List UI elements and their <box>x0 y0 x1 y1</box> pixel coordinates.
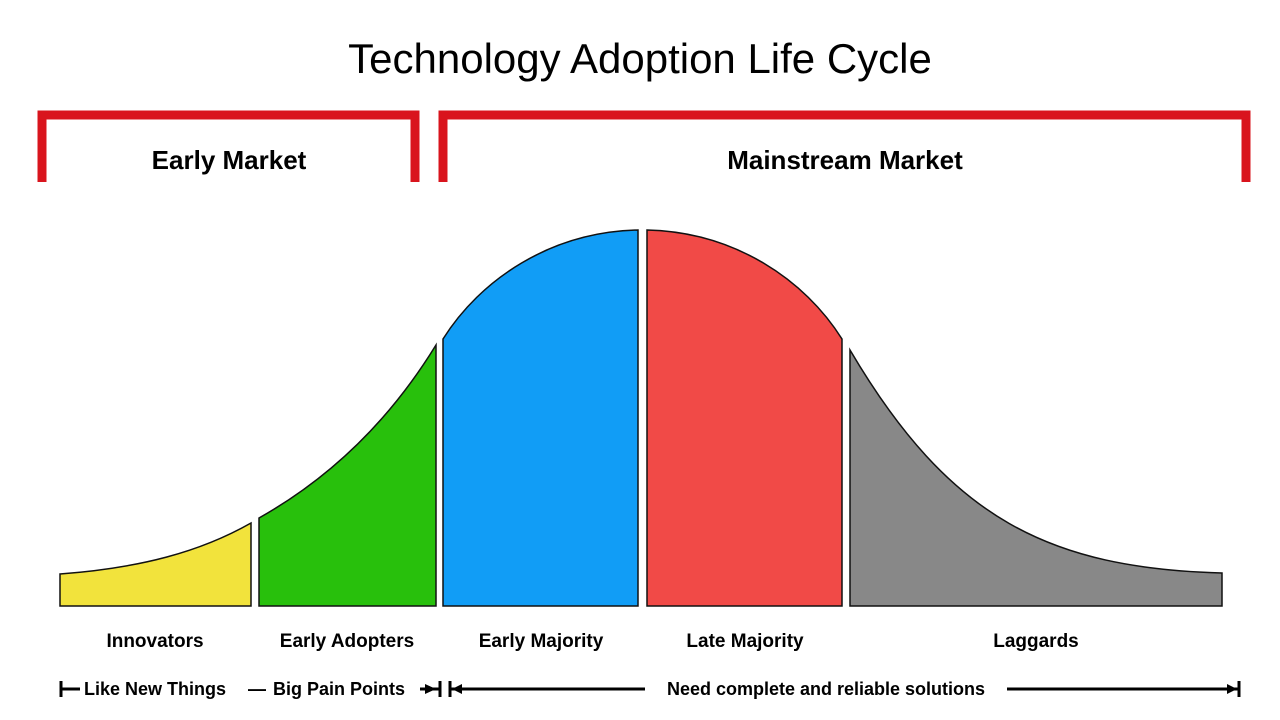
diagram-title: Technology Adoption Life Cycle <box>348 35 932 82</box>
segment-late-majority <box>646 229 843 607</box>
note-big-pain-points: Big Pain Points <box>273 679 405 699</box>
mainstream-notes-range <box>448 681 1241 697</box>
segment-early-adopters <box>258 342 437 607</box>
mainstream-right-arrowhead <box>1227 684 1237 694</box>
early-market-bracket <box>37 110 420 182</box>
label-innovators: Innovators <box>106 631 203 652</box>
mainstream-market-bracket <box>438 110 1251 182</box>
note-reliable-solutions: Need complete and reliable solutions <box>667 679 985 699</box>
label-laggards: Laggards <box>993 631 1079 652</box>
mainstream-left-arrowhead <box>452 684 462 694</box>
segment-laggards <box>849 347 1223 607</box>
early-notes-arrowhead <box>425 684 436 694</box>
segment-early-majority <box>442 229 639 607</box>
label-early-majority: Early Majority <box>479 631 604 652</box>
label-late-majority: Late Majority <box>686 631 804 652</box>
label-early-adopters: Early Adopters <box>280 631 414 652</box>
early-market-label: Early Market <box>152 145 307 175</box>
note-like-new-things: Like New Things <box>84 679 226 699</box>
note-separator: — <box>248 679 266 699</box>
segment-innovators <box>59 521 252 607</box>
mainstream-market-label: Mainstream Market <box>727 145 963 175</box>
